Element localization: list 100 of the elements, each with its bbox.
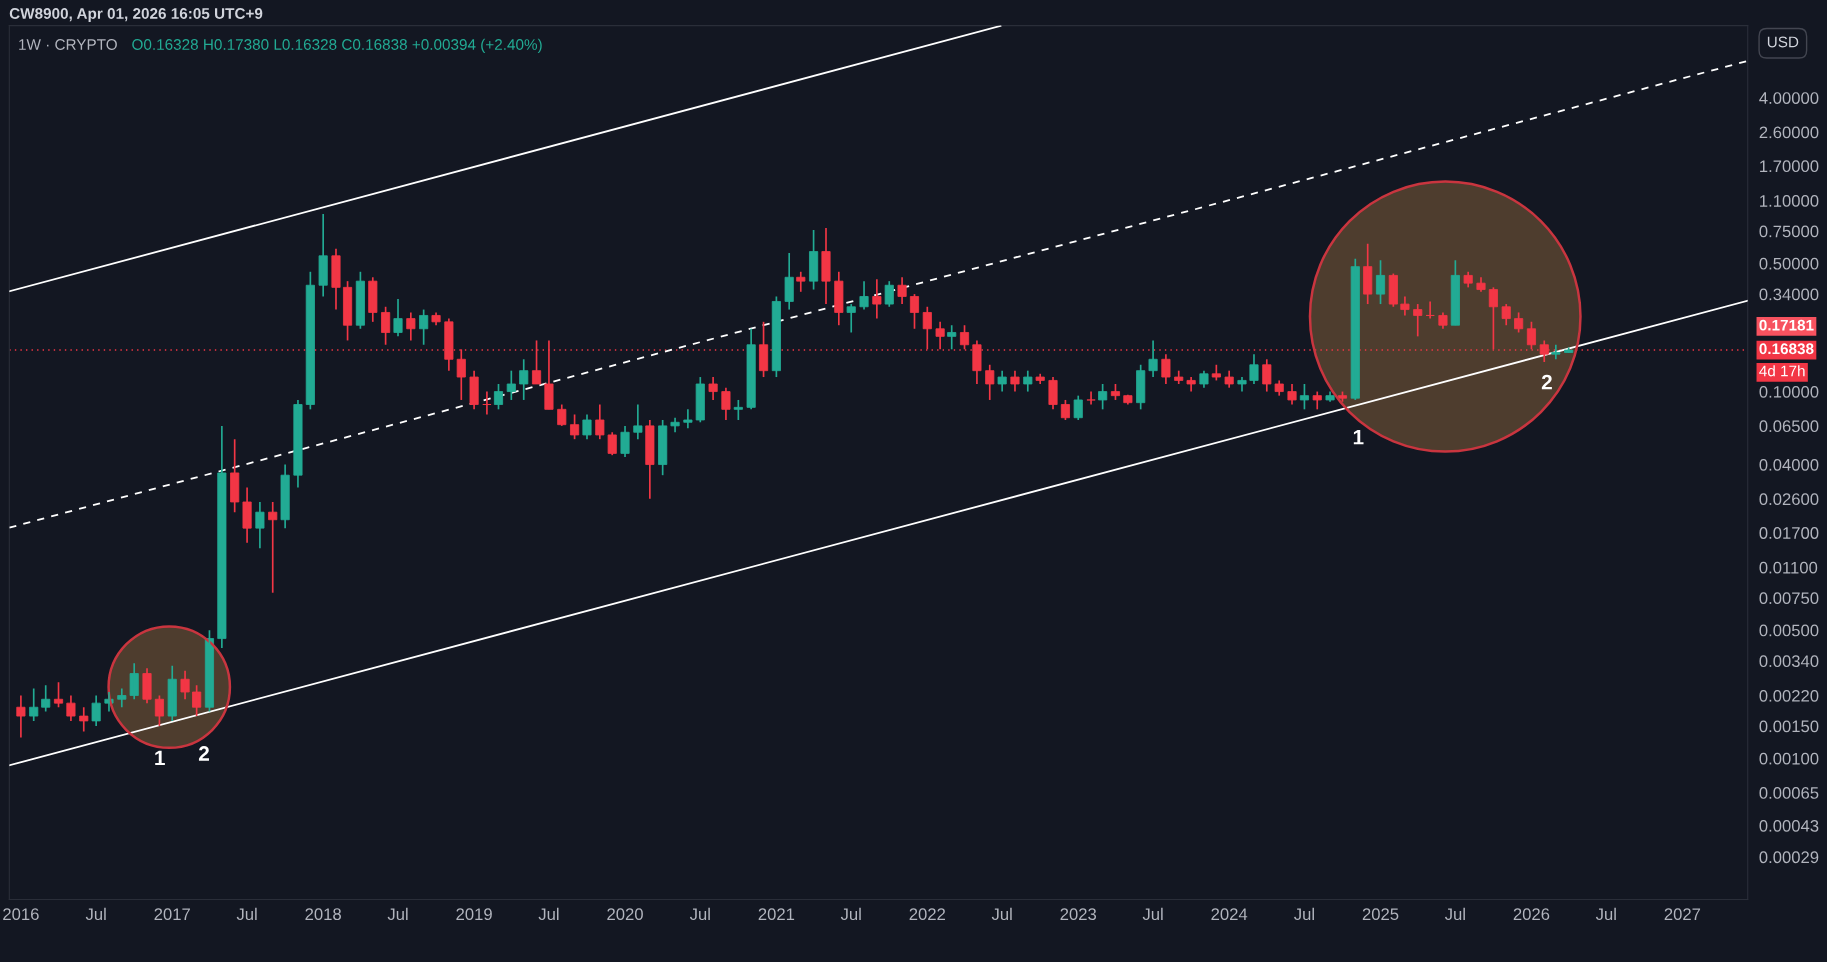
candlestick bbox=[721, 386, 731, 421]
candlestick bbox=[1035, 372, 1045, 385]
y-tick-label: 4.00000 bbox=[1759, 92, 1819, 104]
candlestick bbox=[331, 248, 341, 311]
candlestick bbox=[519, 358, 529, 401]
candlestick bbox=[142, 667, 152, 704]
candlestick bbox=[570, 413, 580, 441]
x-tick-label: 2016 bbox=[3, 908, 39, 921]
y-tick-label: 0.00065 bbox=[1759, 787, 1819, 799]
candlestick bbox=[1400, 295, 1410, 317]
candlestick bbox=[393, 298, 403, 338]
y-tick-label: 1.70000 bbox=[1760, 160, 1819, 173]
annotation: 1 bbox=[1353, 429, 1364, 445]
candlestick bbox=[1224, 369, 1234, 389]
y-tick-label: 1.10000 bbox=[1760, 194, 1819, 207]
y-tick-label: 0.00043 bbox=[1759, 819, 1819, 832]
x-tick-label: 2024 bbox=[1211, 908, 1248, 921]
x-tick-label: 2022 bbox=[909, 908, 946, 921]
x-tick-label: 2020 bbox=[607, 908, 643, 921]
y-tick-label: 0.50000 bbox=[1759, 257, 1819, 270]
candlestick bbox=[985, 363, 995, 401]
candlestick bbox=[1325, 390, 1335, 403]
candlestick bbox=[1501, 303, 1511, 327]
x-tick-label: 2026 bbox=[1513, 908, 1550, 921]
text: USD bbox=[1767, 36, 1799, 48]
y-tick-label: 0.02600 bbox=[1759, 493, 1819, 506]
candlestick bbox=[66, 694, 76, 722]
candlestick bbox=[469, 369, 479, 411]
y-tick-label: 0.00100 bbox=[1759, 752, 1819, 765]
candlestick bbox=[1098, 383, 1108, 411]
y-tick-label: 0.00750 bbox=[1759, 592, 1819, 605]
annotation: 2 bbox=[198, 746, 209, 761]
candlestick bbox=[180, 670, 190, 701]
x-tick-label: Jul bbox=[387, 907, 408, 921]
candlestick bbox=[91, 694, 101, 727]
x-tick-label: 2019 bbox=[456, 908, 492, 921]
x-tick-label: Jul bbox=[85, 907, 106, 921]
candlestick bbox=[1262, 358, 1272, 393]
x-tick-label: 2027 bbox=[1664, 908, 1701, 921]
y-tick-label: 2.60000 bbox=[1759, 126, 1819, 139]
annotation: 2 bbox=[1541, 374, 1552, 390]
candlestick bbox=[1438, 311, 1448, 330]
x-tick-label: 2025 bbox=[1362, 908, 1399, 921]
candlestick bbox=[821, 227, 831, 305]
candlestick bbox=[242, 486, 252, 544]
x-tick-label: Jul bbox=[689, 907, 710, 921]
candlestick bbox=[1237, 376, 1247, 393]
y-tick-label: 0.00220 bbox=[1759, 689, 1819, 702]
candlestick bbox=[1010, 369, 1020, 393]
x-tick-label: Jul bbox=[1142, 907, 1163, 921]
y-tick-label: 0.04000 bbox=[1759, 458, 1819, 471]
candlestick bbox=[1073, 394, 1083, 421]
candlestick bbox=[796, 270, 806, 293]
candlestick bbox=[683, 408, 693, 430]
candlestick bbox=[16, 694, 26, 739]
x-tick-label: Jul bbox=[840, 907, 861, 921]
candlestick bbox=[607, 431, 617, 456]
x-tick-label: 2017 bbox=[154, 908, 190, 921]
y-tick-label: 0.01100 bbox=[1759, 561, 1818, 574]
y-tick-label: 0.01700 bbox=[1759, 527, 1819, 539]
candlestick bbox=[1287, 383, 1297, 406]
candlestick bbox=[1186, 376, 1196, 393]
x-tick-label: Jul bbox=[538, 907, 559, 921]
candlestick bbox=[192, 684, 202, 717]
x-tick-label: Jul bbox=[236, 907, 257, 921]
x-tick-label: Jul bbox=[1294, 907, 1314, 921]
candlestick bbox=[1161, 353, 1171, 385]
candlestick bbox=[493, 383, 504, 411]
y-tick-label: 0.75000 bbox=[1759, 225, 1819, 238]
candlestick bbox=[79, 706, 89, 733]
candlestick bbox=[633, 403, 643, 441]
candlestick bbox=[997, 369, 1007, 393]
candlestick bbox=[1174, 369, 1184, 385]
candlestick bbox=[1375, 259, 1386, 305]
candlestick bbox=[1312, 390, 1322, 411]
y-tick-label: 0.00500 bbox=[1759, 624, 1819, 637]
y-tick-label: 0.34000 bbox=[1759, 288, 1819, 301]
candlestick bbox=[708, 376, 718, 401]
x-tick-label: Jul bbox=[991, 907, 1012, 921]
candlestick bbox=[1199, 369, 1209, 389]
candlestick bbox=[1551, 343, 1561, 361]
text: 1W · CRYPTO bbox=[19, 39, 117, 50]
x-tick-label: 2023 bbox=[1060, 908, 1097, 921]
candlestick bbox=[872, 278, 882, 320]
y-tick-label: 0.00029 bbox=[1759, 851, 1819, 864]
candlestick bbox=[1413, 303, 1423, 338]
candlestick bbox=[809, 229, 819, 291]
x-tick-label: Jul bbox=[1444, 907, 1465, 921]
candlestick bbox=[1123, 393, 1133, 406]
candlestick bbox=[53, 681, 64, 709]
candlestick bbox=[318, 213, 328, 298]
candlestick bbox=[154, 694, 164, 727]
candlestick bbox=[670, 416, 680, 434]
y-tick-label: 0.00340 bbox=[1759, 655, 1819, 668]
y-tick-label: 0.06500 bbox=[1759, 420, 1819, 433]
candlestick bbox=[846, 303, 856, 334]
candlestick bbox=[1274, 379, 1284, 397]
candlestick bbox=[1463, 270, 1473, 289]
candlestick bbox=[1023, 369, 1033, 393]
candlestick bbox=[544, 339, 554, 411]
